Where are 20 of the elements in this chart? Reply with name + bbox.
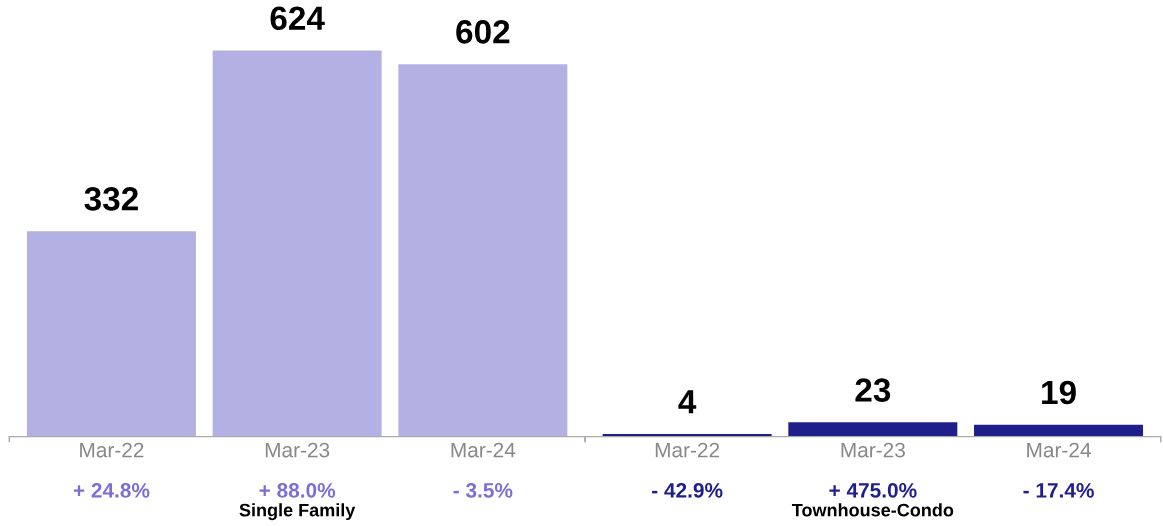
x-axis-title: Single Family (239, 503, 356, 521)
data-label: 23 (855, 378, 891, 402)
x-tick-label: Mar-23 (265, 442, 330, 458)
text: - 3.5% (453, 482, 513, 498)
text: + 475.0% (829, 482, 917, 498)
x-tick-label: Mar-22 (80, 442, 144, 458)
data-label: 624 (270, 6, 325, 31)
data-label: 602 (456, 20, 510, 44)
x-tick-label: Mar-23 (841, 442, 905, 458)
x-tick-label: Mar-22 (655, 442, 720, 458)
text: - 17.4% (1023, 483, 1094, 498)
text: + 88.0% (259, 482, 336, 498)
data-label: 19 (1042, 380, 1076, 405)
text: + 24.8% (73, 482, 150, 498)
x-axis-title: Townhouse-Condo (791, 503, 954, 517)
x-tick-label: Mar-24 (1027, 442, 1091, 458)
data-label: 332 (84, 187, 138, 211)
data-label: 4 (678, 390, 697, 414)
text: - 42.9% (652, 482, 723, 498)
x-tick-label: Mar-24 (451, 442, 516, 458)
